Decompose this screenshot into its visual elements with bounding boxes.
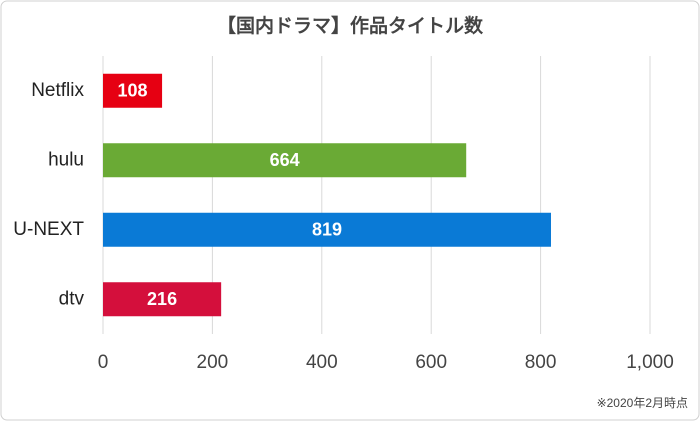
- x-tick-label: 0: [98, 352, 109, 373]
- y-tick-label: dtv: [59, 288, 85, 309]
- y-tick-label: Netflix: [31, 80, 84, 101]
- bar: [103, 282, 222, 317]
- x-tick-label: 200: [197, 352, 229, 373]
- y-tick-label: hulu: [48, 149, 84, 170]
- note: ※2020年2月時点: [597, 396, 688, 410]
- data-label: 664: [270, 150, 300, 170]
- chart-title: 【国内ドラマ】作品タイトル数: [217, 14, 484, 37]
- bar: [103, 212, 551, 247]
- x-tick-label: 1,000: [626, 352, 674, 373]
- x-tick-label: 400: [306, 352, 338, 373]
- y-tick-label: U-NEXT: [13, 219, 84, 240]
- x-tick-label: 600: [415, 352, 447, 373]
- data-label: 216: [147, 289, 177, 309]
- data-label: 819: [312, 220, 342, 240]
- x-tick-label: 800: [525, 352, 557, 373]
- bar: [103, 143, 467, 178]
- data-label: 108: [118, 81, 148, 101]
- bar: [103, 73, 163, 108]
